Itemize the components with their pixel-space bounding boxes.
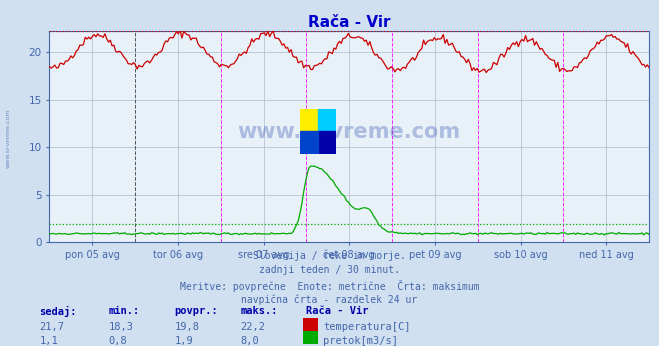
Text: 1,1: 1,1 <box>40 336 58 346</box>
Text: 18,3: 18,3 <box>109 322 134 333</box>
Text: www.si-vreme.com: www.si-vreme.com <box>5 109 11 168</box>
Polygon shape <box>300 109 318 131</box>
Text: Rača - Vir: Rača - Vir <box>306 306 369 316</box>
Text: zadnji teden / 30 minut.: zadnji teden / 30 minut. <box>259 265 400 275</box>
Text: povpr.:: povpr.: <box>175 306 218 316</box>
Text: pretok[m3/s]: pretok[m3/s] <box>323 336 398 346</box>
Text: 22,2: 22,2 <box>241 322 266 333</box>
Text: 8,0: 8,0 <box>241 336 259 346</box>
Text: 0,8: 0,8 <box>109 336 127 346</box>
Text: sedaj:: sedaj: <box>40 306 77 317</box>
Text: Slovenija / reke in morje.: Slovenija / reke in morje. <box>253 251 406 261</box>
Polygon shape <box>318 131 336 154</box>
Text: temperatura[C]: temperatura[C] <box>323 322 411 333</box>
Polygon shape <box>318 131 336 154</box>
Polygon shape <box>300 131 318 154</box>
Title: Rača - Vir: Rača - Vir <box>308 15 391 30</box>
Text: 1,9: 1,9 <box>175 336 193 346</box>
Text: navpična črta - razdelek 24 ur: navpična črta - razdelek 24 ur <box>241 294 418 305</box>
Text: www.si-vreme.com: www.si-vreme.com <box>238 122 461 143</box>
Text: 19,8: 19,8 <box>175 322 200 333</box>
Polygon shape <box>318 109 336 131</box>
Text: min.:: min.: <box>109 306 140 316</box>
Text: maks.:: maks.: <box>241 306 278 316</box>
Text: 21,7: 21,7 <box>40 322 65 333</box>
Text: Meritve: povprečne  Enote: metrične  Črta: maksimum: Meritve: povprečne Enote: metrične Črta:… <box>180 280 479 292</box>
